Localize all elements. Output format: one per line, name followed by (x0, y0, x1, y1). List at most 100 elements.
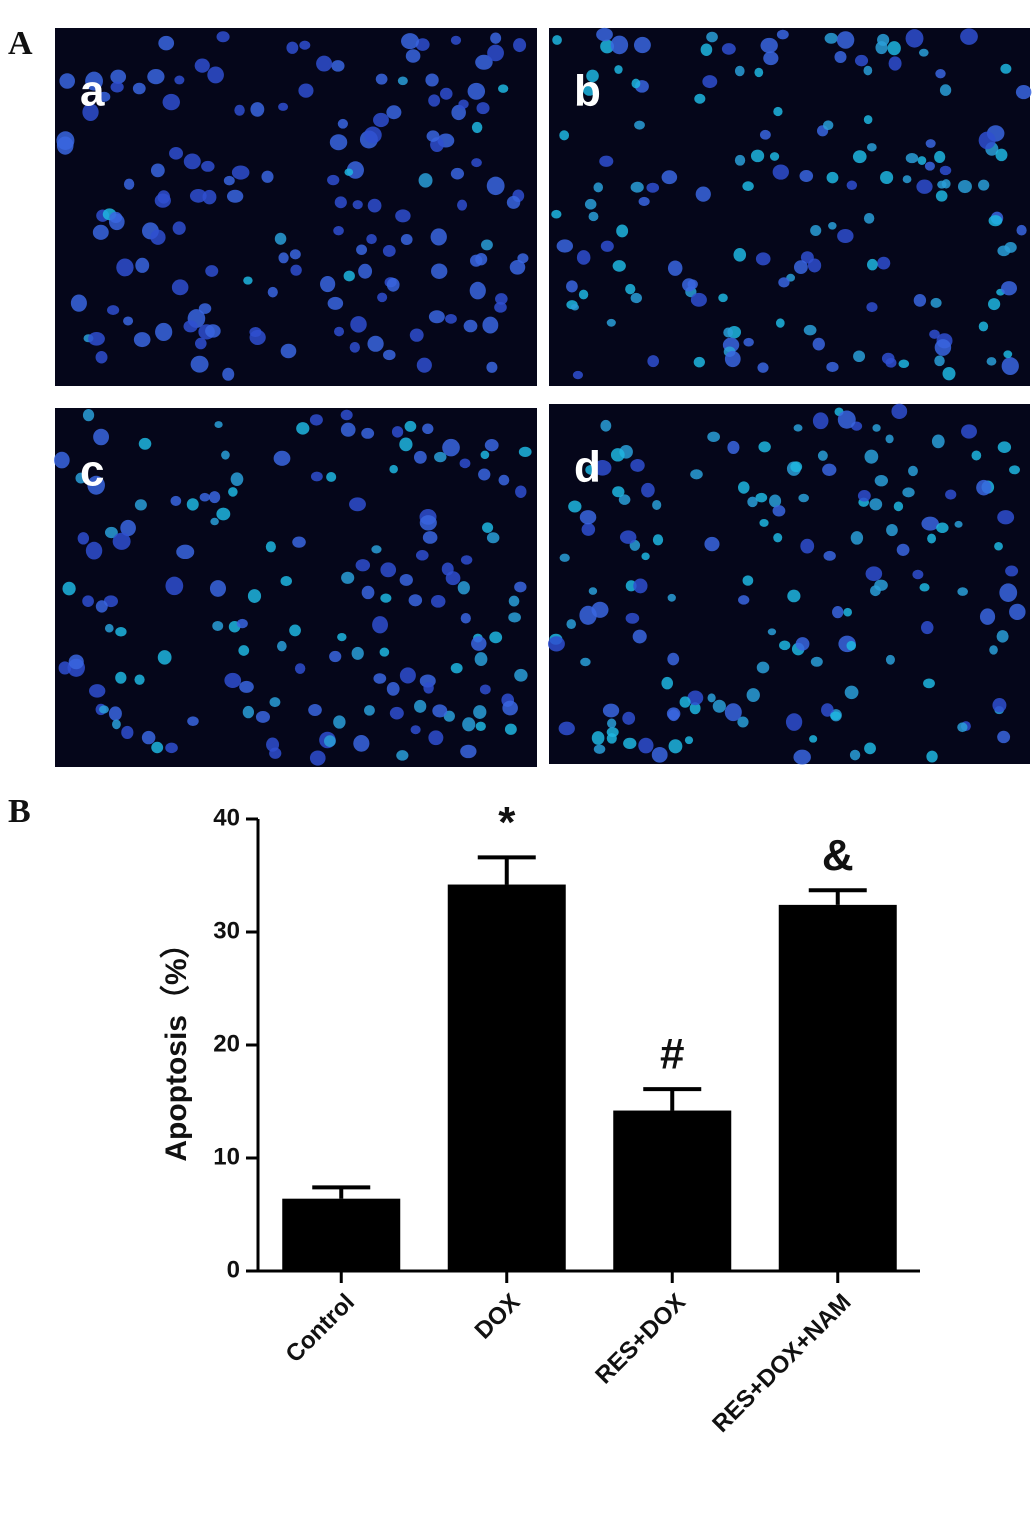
nucleus (1001, 357, 1019, 376)
nucleus (737, 716, 749, 728)
x-tick-label: DOX (470, 1289, 526, 1345)
nucleus (294, 663, 306, 674)
nucleus (351, 646, 364, 660)
nucleus (475, 54, 493, 70)
nucleus (428, 94, 441, 107)
nucleus (830, 711, 842, 721)
nucleus (471, 636, 487, 651)
nucleus (308, 703, 322, 717)
nucleus (183, 320, 198, 333)
bar (282, 1198, 401, 1271)
nucleus (614, 65, 623, 74)
micrograph-label: c (80, 447, 104, 496)
nucleus (979, 608, 996, 625)
nucleus (423, 682, 434, 694)
nucleus (212, 620, 224, 631)
nucleus (169, 147, 184, 160)
nucleus (333, 226, 344, 236)
nucleus (679, 696, 691, 708)
nucleus (373, 112, 389, 128)
nucleus (298, 83, 314, 98)
nucleus (107, 305, 120, 315)
nucleus (210, 517, 219, 526)
nucleus (610, 448, 625, 462)
bar (613, 1110, 732, 1271)
y-tick-label: 10 (213, 1143, 240, 1170)
nucleus (250, 102, 265, 117)
nucleus (514, 668, 528, 682)
nucleus (238, 645, 250, 656)
nucleus (350, 316, 367, 333)
nucleus (586, 69, 599, 83)
nucleus (310, 471, 323, 482)
nucleus (647, 355, 660, 368)
nucleus (186, 498, 199, 511)
nucleus (459, 458, 471, 469)
nucleus (935, 190, 948, 202)
nucleus (273, 450, 291, 466)
y-tick-label: 0 (227, 1256, 240, 1283)
nucleus (415, 38, 430, 51)
nucleus (634, 120, 645, 130)
nucleus (834, 50, 847, 63)
nucleus (690, 292, 707, 307)
nucleus (916, 179, 933, 194)
nucleus (923, 678, 935, 689)
nucleus (506, 195, 521, 209)
nucleus (274, 232, 287, 245)
nucleus (779, 640, 791, 651)
nucleus (1009, 603, 1026, 621)
nucleus (724, 703, 742, 722)
nucleus (775, 318, 785, 328)
nucleus (821, 703, 834, 717)
nucleus (787, 589, 801, 603)
nucleus (826, 361, 839, 373)
nucleus (934, 339, 952, 356)
nucleus (593, 744, 606, 754)
nucleus (633, 36, 651, 54)
nucleus (939, 165, 952, 176)
nucleus (931, 434, 945, 449)
nucleus (135, 257, 150, 273)
nucleus (278, 102, 289, 111)
nucleus (919, 583, 930, 592)
nucleus (299, 40, 311, 50)
y-tick-label: 20 (213, 1030, 240, 1057)
nucleus (460, 612, 471, 624)
nucleus (439, 87, 453, 100)
nucleus (905, 153, 919, 164)
nucleus (721, 43, 736, 55)
nucleus (887, 41, 901, 56)
nucleus (375, 73, 388, 85)
nucleus (428, 730, 444, 746)
nucleus (568, 500, 582, 513)
nucleus (607, 718, 617, 729)
nucleus (366, 233, 377, 245)
nucleus (641, 552, 650, 561)
nucleus (123, 178, 135, 190)
nucleus (631, 78, 641, 89)
nucleus (652, 499, 662, 510)
nucleus (249, 329, 266, 345)
nucleus (997, 510, 1015, 525)
nucleus (992, 698, 1007, 713)
nucleus (695, 186, 711, 202)
nucleus (110, 81, 124, 93)
nucleus (622, 711, 636, 725)
nucleus (316, 55, 333, 72)
nucleus (329, 650, 342, 663)
nucleus (921, 516, 939, 531)
nucleus (798, 493, 809, 503)
nucleus (333, 715, 346, 729)
nucleus (460, 744, 477, 759)
nucleus (110, 69, 127, 84)
nucleus (482, 316, 499, 334)
nucleus (327, 174, 340, 186)
nucleus (361, 427, 375, 439)
nucleus (588, 211, 599, 222)
nucleus (517, 253, 529, 264)
nucleus (704, 536, 720, 552)
nucleus (630, 459, 645, 472)
nucleus (432, 704, 448, 718)
nucleus (165, 742, 178, 754)
